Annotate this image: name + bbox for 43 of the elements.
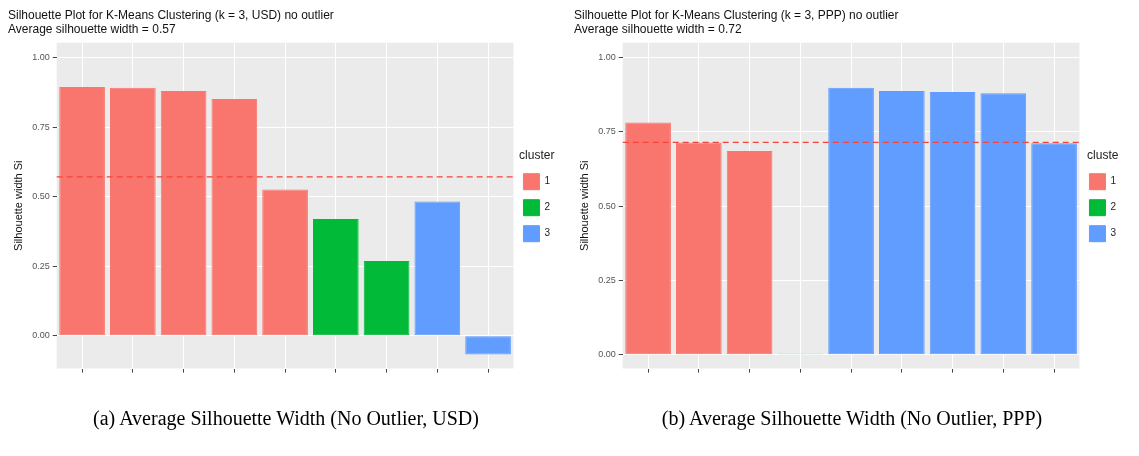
bar (312, 218, 359, 336)
chart-title: Silhouette Plot for K-Means Clustering (k = 3, USD) no outlier (8, 7, 334, 22)
bar (211, 99, 258, 336)
legend-title: cluster (519, 147, 555, 162)
y-tick-label: 0.50 (598, 200, 616, 211)
text: (b) Average Silhouette Width (No Outlier, PPP) (661, 407, 1043, 430)
bar (625, 122, 671, 355)
legend-label: 3 (1110, 227, 1117, 239)
y-tick-label: 1.00 (598, 52, 616, 63)
y-tick-label: 0.75 (598, 126, 616, 137)
y-tick-label: 0.25 (32, 260, 50, 271)
y-tick-label: 0.00 (598, 349, 616, 360)
bar (1031, 143, 1077, 355)
legend-label: 2 (1110, 201, 1117, 213)
bar (726, 150, 773, 355)
legend-label: 3 (544, 227, 551, 239)
y-tick-label: 1.00 (32, 52, 50, 63)
bar (59, 87, 105, 336)
legend-label: 1 (544, 175, 551, 187)
bar (262, 189, 308, 336)
bar (676, 142, 722, 355)
y-axis-title: Silhouette width Si (577, 160, 590, 251)
legend-title: cluste (1087, 147, 1119, 162)
chart-subtitle: Average silhouette width = 0.72 (574, 21, 742, 36)
y-tick-label: 0.75 (32, 121, 50, 132)
bar (929, 92, 976, 355)
legend-label: 1 (1110, 175, 1117, 187)
y-axis-title: Silhouette width Si (11, 160, 24, 251)
chart-subtitle: Average silhouette width = 0.57 (8, 21, 176, 36)
y-tick-label: 0.25 (598, 274, 616, 285)
bar (414, 201, 461, 336)
y-tick-label: 0.00 (32, 330, 50, 341)
chart-title: Silhouette Plot for K-Means Clustering (k = 3, PPP) no outlier (574, 7, 899, 22)
bar (363, 260, 410, 336)
bar (465, 336, 511, 355)
bar (878, 90, 925, 355)
bar (828, 87, 874, 355)
legend-label: 2 (544, 201, 551, 213)
text: (a) Average Silhouette Width (No Outlier, USD) (93, 407, 479, 430)
bar (160, 90, 207, 336)
bar (110, 87, 156, 336)
y-tick-label: 0.50 (32, 191, 50, 202)
bar (980, 93, 1027, 355)
